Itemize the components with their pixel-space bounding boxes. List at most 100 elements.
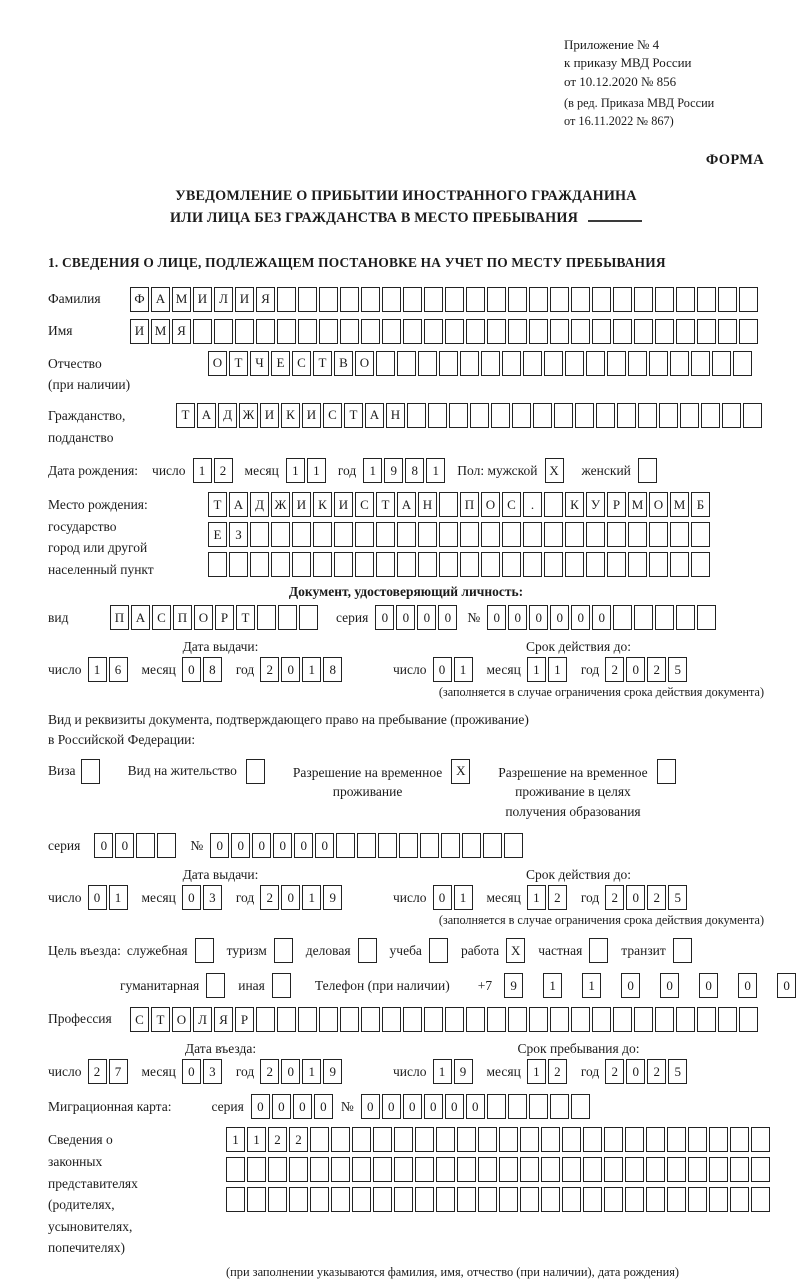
char-box[interactable]: 9 (453, 1059, 473, 1085)
char-box[interactable] (730, 1127, 749, 1153)
char-box[interactable] (586, 350, 605, 376)
char-box[interactable]: 7 (108, 1059, 128, 1085)
char-box[interactable]: 0 (529, 605, 549, 631)
char-box[interactable] (508, 318, 527, 344)
char-box[interactable]: 0 (181, 657, 201, 683)
char-box[interactable]: 0 (699, 973, 719, 999)
char-box[interactable] (617, 402, 636, 428)
char-box[interactable]: 2 (289, 1127, 308, 1153)
char-box[interactable] (586, 552, 605, 578)
char-box[interactable]: 0 (231, 833, 251, 859)
char-box[interactable] (544, 522, 563, 548)
temp-residence-edu-checkbox[interactable] (656, 758, 676, 784)
char-box[interactable]: 0 (375, 605, 395, 631)
char-box[interactable]: К (281, 402, 300, 428)
purpose-transit-checkbox[interactable] (672, 938, 692, 964)
char-box[interactable] (193, 318, 212, 344)
char-box[interactable] (457, 1187, 476, 1213)
char-box[interactable] (289, 1187, 308, 1213)
char-box[interactable] (376, 350, 395, 376)
char-box[interactable] (277, 318, 296, 344)
char-box[interactable]: 0 (281, 1059, 301, 1085)
char-box[interactable] (331, 1127, 350, 1153)
char-box[interactable]: 1 (426, 458, 446, 484)
char-box[interactable] (583, 1157, 602, 1183)
char-box[interactable]: 5 (668, 885, 688, 911)
char-box[interactable] (655, 286, 674, 312)
char-box[interactable] (394, 1127, 413, 1153)
char-box[interactable]: 0 (777, 973, 797, 999)
char-box[interactable] (352, 1127, 371, 1153)
char-box[interactable]: 0 (626, 1059, 646, 1085)
char-box[interactable]: 2 (260, 885, 280, 911)
char-box[interactable]: 1 (302, 1059, 322, 1085)
char-box[interactable] (544, 492, 563, 518)
char-box[interactable]: И (130, 318, 149, 344)
char-box[interactable]: 0 (402, 1094, 422, 1120)
char-box[interactable] (334, 522, 353, 548)
char-box[interactable] (415, 1157, 434, 1183)
char-box[interactable]: 0 (273, 833, 293, 859)
char-box[interactable] (373, 1157, 392, 1183)
char-box[interactable]: Д (218, 402, 237, 428)
char-box[interactable]: О (172, 1007, 191, 1033)
char-box[interactable] (229, 552, 248, 578)
char-box[interactable] (502, 552, 521, 578)
char-box[interactable] (628, 552, 647, 578)
char-box[interactable] (613, 1007, 632, 1033)
char-box[interactable] (709, 1187, 728, 1213)
char-box[interactable]: 0 (487, 605, 507, 631)
char-box[interactable] (508, 1007, 527, 1033)
char-box[interactable]: А (131, 605, 150, 631)
char-box[interactable] (499, 1187, 518, 1213)
char-box[interactable] (676, 605, 696, 631)
char-box[interactable] (407, 402, 426, 428)
char-box[interactable]: З (229, 522, 248, 548)
char-box[interactable]: С (292, 350, 311, 376)
char-box[interactable] (478, 1187, 497, 1213)
char-box[interactable]: 9 (323, 1059, 343, 1085)
char-box[interactable]: 1 (432, 1059, 452, 1085)
char-box[interactable] (697, 318, 716, 344)
char-box[interactable] (554, 402, 573, 428)
char-box[interactable]: 8 (405, 458, 425, 484)
char-box[interactable]: 8 (323, 657, 343, 683)
char-box[interactable] (424, 318, 443, 344)
char-box[interactable] (310, 1157, 329, 1183)
char-box[interactable] (376, 522, 395, 548)
char-box[interactable] (439, 492, 458, 518)
char-box[interactable] (680, 402, 699, 428)
char-box[interactable] (508, 286, 527, 312)
char-box[interactable] (436, 1127, 455, 1153)
char-box[interactable] (565, 522, 584, 548)
char-box[interactable]: С (502, 492, 521, 518)
gender-male-checkbox[interactable]: X (544, 458, 564, 484)
char-box[interactable] (541, 1157, 560, 1183)
char-box[interactable] (544, 350, 563, 376)
char-box[interactable] (604, 1127, 623, 1153)
char-box[interactable] (571, 1007, 590, 1033)
char-box[interactable]: О (649, 492, 668, 518)
char-box[interactable]: О (355, 350, 374, 376)
char-box[interactable] (523, 522, 542, 548)
char-box[interactable] (529, 1007, 548, 1033)
char-box[interactable]: 2 (87, 1059, 107, 1085)
residence-permit-checkbox[interactable] (245, 758, 265, 784)
char-box[interactable]: Я (256, 286, 275, 312)
char-box[interactable] (499, 1127, 518, 1153)
char-box[interactable] (676, 1007, 695, 1033)
char-box[interactable] (655, 318, 674, 344)
char-box[interactable] (583, 1187, 602, 1213)
char-box[interactable] (550, 318, 569, 344)
char-box[interactable] (382, 318, 401, 344)
char-box[interactable] (697, 1007, 716, 1033)
char-box[interactable]: 1 (582, 973, 602, 999)
char-box[interactable] (470, 402, 489, 428)
char-box[interactable]: 0 (432, 657, 452, 683)
char-box[interactable] (528, 1094, 548, 1120)
char-box[interactable] (460, 552, 479, 578)
char-box[interactable] (751, 1157, 770, 1183)
char-box[interactable] (257, 605, 276, 631)
char-box[interactable] (382, 286, 401, 312)
char-box[interactable] (646, 1157, 665, 1183)
